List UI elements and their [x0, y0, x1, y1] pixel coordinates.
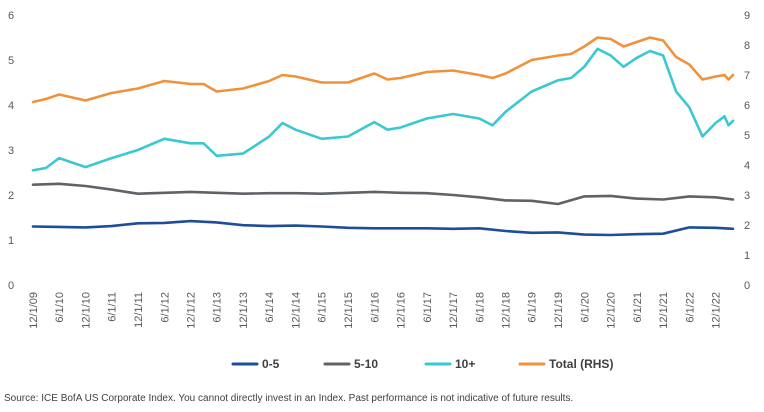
x-tick-label: 6/1/18	[474, 292, 486, 323]
series-line-2	[31, 47, 735, 172]
x-tick-label: 6/1/14	[264, 292, 276, 323]
x-tick-label: 12/1/16	[396, 292, 408, 329]
x-tick-label: 6/1/11	[107, 292, 119, 322]
x-tick-label: 12/1/09	[28, 292, 40, 329]
x-tick-label: 12/1/22	[711, 292, 723, 329]
legend-label: Total (RHS)	[549, 357, 613, 371]
legend: 0-5 5-10 10+ Total (RHS)	[231, 357, 613, 371]
source-footnote: Source: ICE BofA US Corporate Index. You…	[4, 393, 574, 404]
series-line-3	[31, 36, 735, 104]
x-tick-label: 12/1/15	[343, 292, 355, 329]
left-y-tick-label: 0	[8, 280, 14, 292]
x-tick-label: 6/1/20	[579, 292, 591, 323]
x-tick-label: 6/1/21	[632, 292, 644, 323]
left-y-tick-label: 6	[8, 10, 14, 22]
right-y-tick-label: 1	[744, 250, 750, 262]
x-tick-label: 6/1/15	[317, 292, 329, 323]
x-tick-label: 12/1/18	[501, 292, 513, 329]
right-y-tick-label: 6	[744, 100, 750, 112]
left-y-tick-label: 4	[8, 100, 14, 112]
right-y-tick-label: 5	[744, 130, 750, 142]
legend-label: 0-5	[262, 357, 280, 371]
x-tick-label: 6/1/10	[54, 292, 66, 323]
line-chart: 0 1 2 3 4 5 6 0 1 2 3 4 5 6 7 8 9 12/1/09 6/1/10 12/1/10 6…	[8, 10, 750, 371]
x-tick-label: 12/1/20	[606, 292, 618, 329]
x-tick-label: 6/1/13	[212, 292, 224, 323]
legend-label: 10+	[455, 357, 475, 371]
x-tick-label: 12/1/11	[133, 292, 145, 328]
x-tick-label: 12/1/19	[553, 292, 565, 329]
right-y-tick-label: 3	[744, 190, 750, 202]
x-tick-label: 6/1/22	[684, 292, 696, 323]
series-lines	[31, 36, 735, 237]
x-tick-label: 6/1/16	[369, 292, 381, 323]
left-y-tick-label: 2	[8, 190, 14, 202]
right-y-tick-label: 8	[744, 40, 750, 52]
x-tick-label: 12/1/13	[238, 292, 250, 329]
x-tick-label: 12/1/17	[448, 292, 460, 329]
x-tick-label: 6/1/19	[527, 292, 539, 323]
x-tick-label: 12/1/14	[291, 292, 303, 329]
series-line-0	[31, 219, 735, 237]
left-y-tick-label: 5	[8, 55, 14, 67]
right-y-tick-label: 9	[744, 10, 750, 22]
right-y-tick-label: 2	[744, 220, 750, 232]
x-tick-label: 6/1/17	[422, 292, 434, 323]
x-tick-label: 12/1/10	[80, 292, 92, 329]
x-tick-label: 12/1/12	[186, 292, 198, 329]
right-y-tick-label: 7	[744, 70, 750, 82]
x-tick-label: 6/1/12	[159, 292, 171, 323]
left-y-tick-label: 3	[8, 145, 14, 157]
series-line-1	[31, 182, 735, 206]
left-axis-ticks: 0 1 2 3 4 5 6	[8, 10, 14, 292]
right-axis-ticks: 0 1 2 3 4 5 6 7 8 9	[744, 10, 750, 292]
legend-label: 5-10	[354, 357, 378, 371]
x-axis-ticks: 12/1/09 6/1/10 12/1/10 6/1/11 12/1/11 6/1/12 1…	[28, 292, 723, 329]
left-y-tick-label: 1	[8, 235, 14, 247]
x-tick-label: 12/1/21	[658, 292, 670, 329]
right-y-tick-label: 4	[744, 160, 750, 172]
right-y-tick-label: 0	[744, 280, 750, 292]
